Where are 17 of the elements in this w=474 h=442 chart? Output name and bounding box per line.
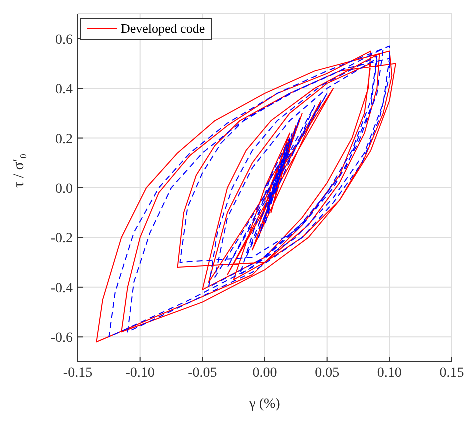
x-tick-label: -0.15 xyxy=(63,366,93,381)
x-tick-label: -0.10 xyxy=(126,366,155,381)
x-axis-title: γ (%) xyxy=(248,397,281,412)
y-axis-title: τ / σ′₀ xyxy=(11,154,28,188)
y-tick-label: 0.2 xyxy=(56,132,73,148)
x-tick-label: -0.05 xyxy=(188,366,218,381)
x-tick-label: 0.15 xyxy=(440,366,464,381)
x-tick-label: 0.10 xyxy=(377,366,402,381)
x-tick-label: 0.00 xyxy=(252,366,278,381)
legend-label: Developed code xyxy=(121,21,206,37)
y-tick-label: -0.4 xyxy=(50,281,73,296)
y-tick-label: 0.0 xyxy=(56,182,73,197)
x-tick-label: 0.05 xyxy=(315,366,340,381)
y-tick-label: 0.6 xyxy=(56,32,73,48)
y-tick-label: -0.2 xyxy=(50,232,73,247)
y-tick-label: -0.6 xyxy=(50,331,73,346)
y-tick-label: 0.4 xyxy=(56,82,73,98)
